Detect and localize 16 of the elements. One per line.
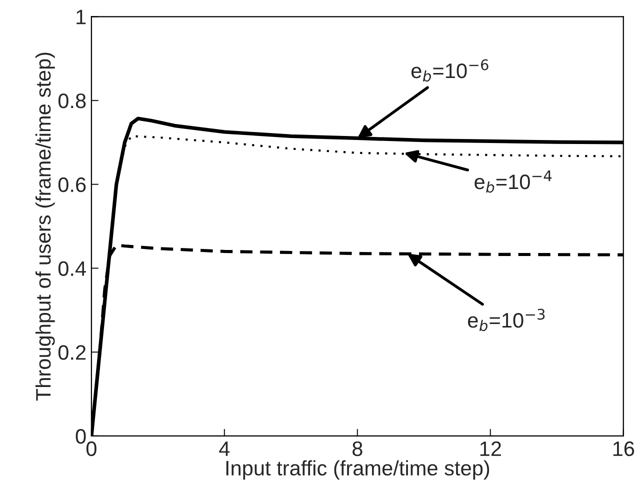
annotation: e$_{b}$=10$^{−6}$ <box>412 59 488 82</box>
y-tick-label: 0.4 <box>58 261 86 276</box>
annotation: e$_{b}$=10$^{−4}$ <box>474 170 552 193</box>
x-tick-label: 0 <box>86 441 96 456</box>
x-tick-label: 16 <box>613 441 634 456</box>
y-tick-label: 1 <box>76 10 86 24</box>
y-axis-title: Throughput of users (frame/time step) <box>35 52 55 401</box>
annotation: e$_{b}$=10$^{−3}$ <box>468 308 545 332</box>
y-tick-label: 0.2 <box>58 345 86 360</box>
x-tick-label: 4 <box>219 442 230 456</box>
x-tick-label: 12 <box>480 441 501 456</box>
y-tick-label: 0 <box>76 428 86 444</box>
x-axis-title: Input traffic (frame/time step) <box>226 460 490 480</box>
y-tick-label: 0.6 <box>58 177 86 192</box>
x-tick-label: 8 <box>352 441 362 456</box>
y-tick-label: 0.8 <box>58 94 86 108</box>
